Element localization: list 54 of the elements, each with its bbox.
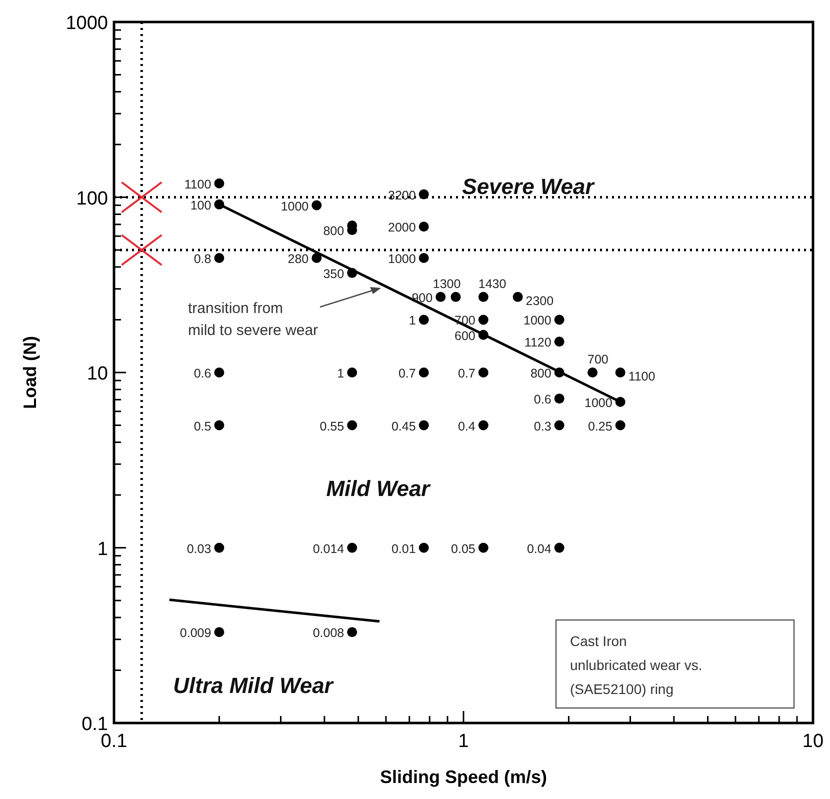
annotation: 0.45 <box>391 419 416 434</box>
annotation: Severe Wear <box>462 174 596 199</box>
x-axis-title: Sliding Speed (m/s) <box>380 767 548 787</box>
x-tick-label: 1 <box>458 731 469 752</box>
annotation: 0.008 <box>312 626 344 640</box>
annotation: 1100 <box>628 370 656 384</box>
annotation: 1000 <box>524 314 552 328</box>
annotation: 2000 <box>388 220 416 235</box>
annotation: 0.014 <box>312 542 344 556</box>
annotation: 0.6 <box>534 392 552 407</box>
annotation: 0.03 <box>186 542 212 556</box>
annotation: 350 <box>323 266 344 281</box>
annotation: 0.3 <box>534 419 552 434</box>
annotation: 700 <box>454 314 476 328</box>
annotation: 800 <box>530 366 552 380</box>
annotation: 0.25 <box>588 419 612 434</box>
annotation: 0.6 <box>194 366 212 380</box>
annotation: 600 <box>454 328 476 343</box>
annotation: 0.4 <box>458 419 476 434</box>
annotation: 1300 <box>432 276 461 291</box>
annotation: 0.55 <box>320 419 344 434</box>
annotation: 800 <box>323 224 344 238</box>
y-tick-label: 1 <box>97 538 108 560</box>
annotation: 1000 <box>584 396 612 410</box>
annotation: 3200 <box>388 188 416 202</box>
annotation: 0.01 <box>391 542 416 556</box>
annotation: Cast Iron unlubricated wear vs. (SAE52100) ring <box>570 633 702 697</box>
annotation: 0.7 <box>458 366 476 380</box>
annotation: 100 <box>190 198 212 212</box>
annotation: 0.009 <box>180 626 212 640</box>
annotation: 280 <box>288 252 309 266</box>
y-tick-label: 1000 <box>66 13 108 34</box>
annotation: 1 <box>337 366 344 380</box>
annotation: 0.04 <box>526 542 552 556</box>
annotation: 1100 <box>184 177 212 192</box>
x-tick-label: 10 <box>802 731 824 752</box>
annotation: 1 <box>408 314 416 328</box>
annotation: 0.05 <box>451 542 476 556</box>
annotation: 2300 <box>526 294 554 308</box>
y-tick-label: 100 <box>76 188 108 210</box>
annotation: Mild Wear <box>326 476 432 501</box>
annotation: 1000 <box>388 252 416 266</box>
y-tick-label: 10 <box>86 364 108 384</box>
annotation: 0.8 <box>194 252 212 266</box>
annotation: 0.5 <box>194 419 212 434</box>
y-axis-title: Load (N) <box>20 336 40 409</box>
annotation: 1430 <box>478 276 506 291</box>
annotation: 1000 <box>280 199 309 214</box>
annotation: 700 <box>588 352 608 366</box>
annotation: Ultra Mild Wear <box>173 673 334 698</box>
annotation: transition from mild to severe wear <box>188 300 318 339</box>
annotation: 0.7 <box>398 366 416 380</box>
annotation: 1120 <box>524 336 552 350</box>
annotation: 900 <box>412 290 433 305</box>
